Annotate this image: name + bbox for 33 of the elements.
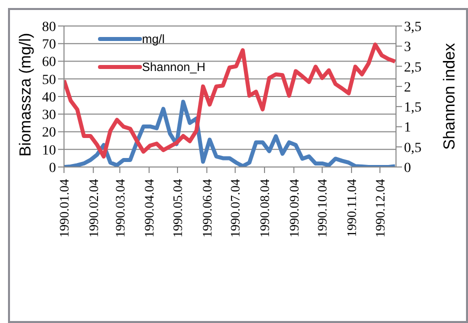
x-tick-label: 1990.12.04 [372, 178, 388, 238]
x-tick-label: 1990.08.04 [257, 178, 272, 238]
y-tick-label: 60 [42, 55, 56, 70]
x-tick-label: 1990.02.04 [86, 178, 101, 238]
y2-axis-title: Shannon index [442, 43, 459, 150]
x-tick-label: 1990.01.04 [56, 178, 72, 238]
y-tick-label: 50 [42, 72, 56, 88]
x-tick-label: 1990.05.04 [170, 178, 186, 238]
x-tick-label: 1990.10.04 [314, 178, 330, 238]
x-tick-label: 1990.09.04 [286, 178, 302, 238]
legend-label: mg/l [142, 32, 165, 46]
y-axis-title: Biomassza (mg/l) [18, 32, 35, 156]
y-tick-label: 70 [42, 38, 56, 53]
x-tick-label: 1990.07.04 [228, 178, 243, 238]
x-tick-label: 1990.06.04 [199, 178, 214, 238]
y-tick-label: 20 [42, 126, 56, 141]
y2-tick-label: 1,5 [404, 100, 422, 116]
y2-tick-label: 3 [404, 40, 411, 56]
y2-tick-label: 1 [404, 120, 411, 136]
x-tick-label: 1990.04.04 [142, 178, 157, 238]
y2-tick-label: 3,5 [404, 20, 422, 35]
y2-tick-label: 0,5 [404, 140, 422, 156]
y2-tick-label: 0 [404, 160, 411, 176]
y-tick-label: 40 [42, 90, 56, 106]
x-tick-label: 1990.11.04 [344, 178, 360, 238]
y-tick-label: 0 [49, 160, 56, 176]
y-tick-label: 80 [42, 20, 56, 35]
y2-tick-label: 2 [404, 80, 411, 96]
y2-tick-label: 2,5 [404, 60, 422, 76]
legend-label: Shannon_H [142, 60, 206, 74]
y-tick-label: 30 [42, 108, 56, 124]
y-tick-label: 10 [42, 143, 56, 158]
x-tick-label: 1990.03.04 [112, 178, 128, 238]
